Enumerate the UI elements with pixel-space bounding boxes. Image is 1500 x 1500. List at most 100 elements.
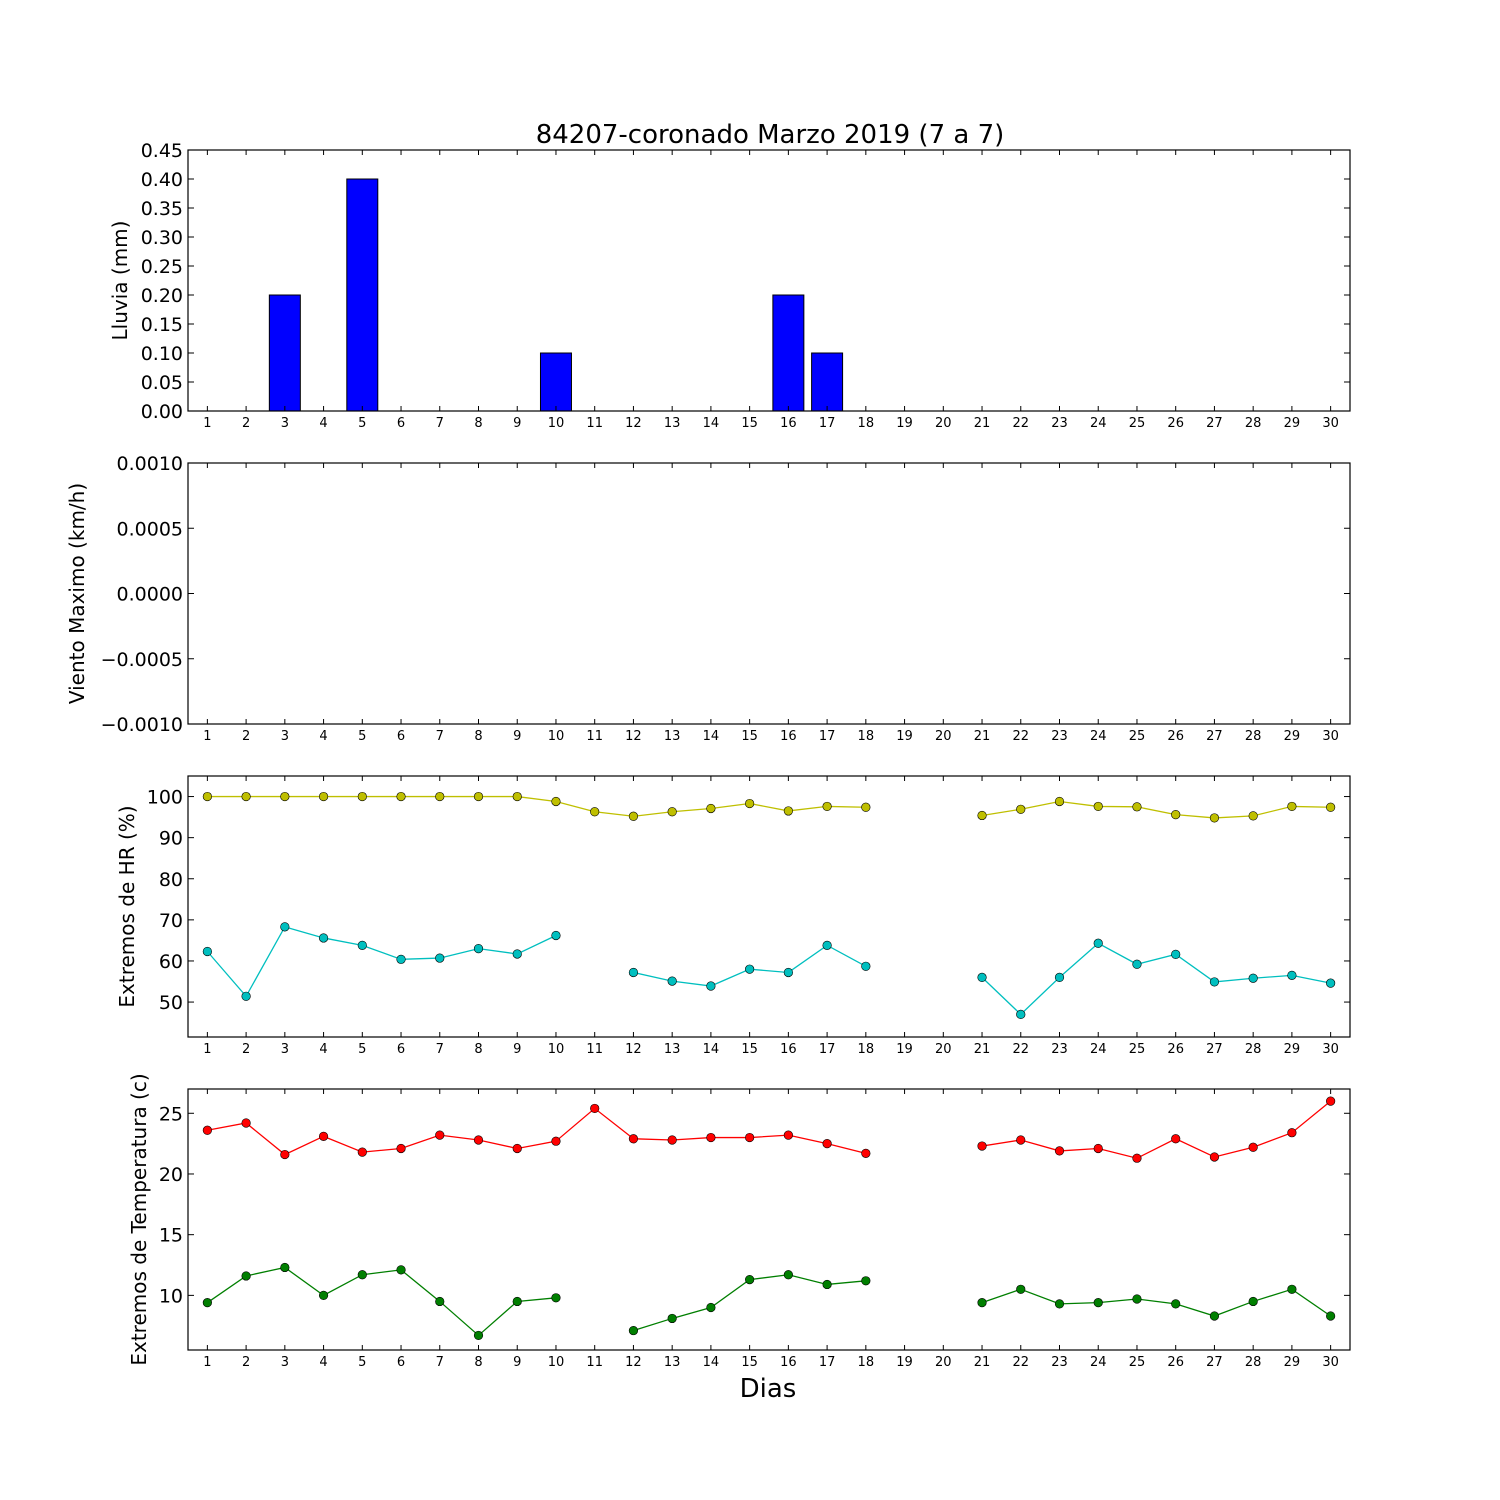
x-tick-label: 5 [358, 416, 366, 431]
x-tick-label: 10 [548, 1042, 565, 1057]
y-tick-label: −0.0010 [101, 714, 183, 736]
series-2-point-day-27 [1209, 977, 1220, 987]
series-2-point-day-26 [1171, 949, 1181, 959]
series-1-line-1 [207, 795, 866, 817]
x-tick-label: 17 [819, 1042, 836, 1057]
series-1-point-day-16 [783, 1130, 793, 1140]
series-2-point-day-24 [1093, 938, 1103, 948]
x-tick-label: 24 [1090, 1355, 1107, 1370]
x-tick-label: 7 [436, 1355, 444, 1370]
series-1-point-day-28 [1248, 811, 1258, 821]
series-1-point-day-12 [628, 1134, 639, 1144]
x-tick-label: 25 [1129, 1042, 1146, 1057]
x-tick-label: 25 [1129, 416, 1146, 431]
x-tick-label: 12 [625, 1355, 642, 1370]
bar-day-5 [346, 178, 379, 412]
series-1-point-day-11 [590, 807, 600, 817]
x-tick-label: 19 [896, 1355, 913, 1370]
x-tick-label: 29 [1284, 1355, 1301, 1370]
series-1-point-day-25 [1132, 1153, 1142, 1163]
series-2-point-day-1 [202, 1298, 212, 1308]
series-2-point-day-7 [435, 1296, 445, 1307]
x-tick-label: 5 [358, 1355, 366, 1370]
y-tick-label: 0.15 [141, 314, 183, 336]
series-1-point-day-4 [318, 791, 329, 802]
y-tick-label: 90 [159, 828, 183, 850]
x-tick-label: 10 [548, 1355, 565, 1370]
x-tick-label: 16 [780, 1355, 797, 1370]
y-axis-label: Extremos de Temperatura (c) [127, 1073, 151, 1365]
y-tick-label: 50 [159, 992, 183, 1014]
series-1-point-day-4 [318, 1131, 329, 1141]
series-2-point-day-30 [1326, 978, 1336, 988]
series-2-point-day-23 [1054, 972, 1065, 983]
series-1-point-day-29 [1287, 801, 1297, 812]
x-tick-label: 18 [858, 1042, 875, 1057]
x-tick-label: 15 [741, 416, 758, 431]
series-2-point-day-17 [822, 940, 832, 950]
x-tick-label: 6 [397, 729, 405, 744]
y-tick-label: 60 [159, 951, 183, 973]
x-tick-label: 26 [1167, 1042, 1184, 1057]
x-tick-label: 8 [474, 1355, 482, 1370]
x-tick-label: 24 [1090, 729, 1107, 744]
series-2-point-day-10 [551, 930, 561, 941]
x-tick-label: 1 [203, 1355, 211, 1370]
series-2-point-day-24 [1093, 1298, 1103, 1308]
x-tick-label: 18 [858, 729, 875, 744]
y-tick-label: 0.05 [141, 372, 183, 394]
x-tick-label: 14 [703, 1042, 720, 1057]
x-tick-label: 21 [974, 729, 991, 744]
x-tick-label: 29 [1284, 1042, 1301, 1057]
x-tick-label: 30 [1322, 1355, 1339, 1370]
series-2-point-day-8 [473, 944, 484, 954]
x-tick-label: 29 [1284, 416, 1301, 431]
y-tick-label: 0.25 [141, 256, 183, 278]
x-tick-label: 23 [1051, 1355, 1068, 1370]
y-tick-label: 0.45 [141, 140, 183, 162]
series-2-point-day-14 [706, 981, 716, 991]
series-1-point-day-24 [1093, 1143, 1103, 1154]
series-1-point-day-8 [473, 791, 484, 802]
x-tick-label: 2 [242, 729, 250, 744]
axes-frame [187, 149, 1351, 412]
series-2-point-day-5 [357, 940, 367, 950]
series-2-point-day-28 [1248, 1296, 1258, 1307]
series-1-line-2 [981, 800, 1331, 819]
x-tick-label: 4 [319, 729, 327, 744]
series-2-point-day-29 [1287, 1284, 1297, 1294]
x-tick-label: 26 [1167, 1355, 1184, 1370]
series-1-point-day-13 [667, 1135, 677, 1145]
series-2-point-day-23 [1054, 1299, 1065, 1309]
x-tick-label: 9 [513, 1042, 521, 1057]
x-tick-label: 3 [281, 1042, 289, 1057]
series-1-point-day-11 [590, 1103, 600, 1114]
y-tick-label: 15 [159, 1225, 183, 1247]
series-1-point-day-26 [1171, 1134, 1181, 1144]
axes-frame [187, 462, 1351, 725]
series-2-point-day-17 [822, 1279, 832, 1290]
series-1-point-day-17 [822, 1139, 832, 1149]
x-tick-label: 15 [741, 1355, 758, 1370]
series-1-line-1 [207, 1107, 866, 1156]
x-tick-label: 6 [397, 1042, 405, 1057]
series-1-point-day-27 [1209, 813, 1220, 823]
x-tick-label: 22 [1012, 1042, 1029, 1057]
series-1-point-day-9 [512, 791, 522, 802]
x-tick-label: 23 [1051, 1042, 1068, 1057]
axes-frame [187, 1088, 1351, 1351]
x-tick-label: 12 [625, 416, 642, 431]
x-tick-label: 30 [1322, 729, 1339, 744]
y-tick-label: 0.0000 [117, 584, 183, 606]
panel-2: 1 2 3 4 5 6 7 8 9 10 11 12 13 14 15 16 17 18 19 20 21 22 23 24 2… [65, 453, 1351, 744]
y-axis-label: Viento Maximo (km/h) [65, 483, 89, 704]
series-1-point-day-7 [435, 791, 445, 802]
series-2-point-day-22 [1016, 1284, 1026, 1294]
x-tick-label: 7 [436, 729, 444, 744]
series-1-point-day-15 [745, 1132, 755, 1143]
series-2-point-day-21 [977, 1298, 987, 1308]
series-1-point-day-26 [1171, 810, 1181, 820]
y-tick-label: 0.0005 [117, 518, 183, 540]
x-tick-label: 12 [625, 729, 642, 744]
series-1-point-day-5 [357, 1147, 367, 1157]
